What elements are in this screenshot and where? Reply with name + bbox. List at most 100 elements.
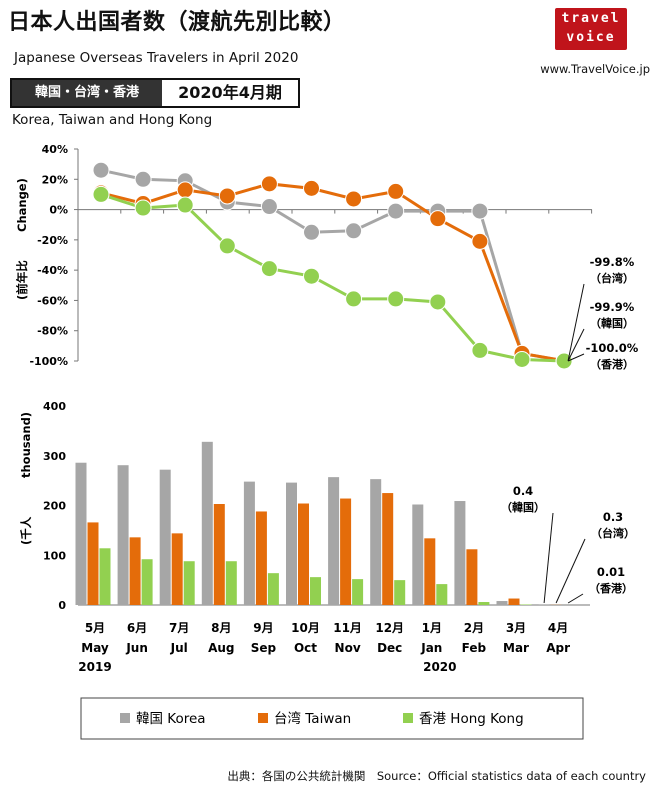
x-tick-label-jp: 12月 xyxy=(375,621,404,635)
bar-taiwan xyxy=(171,533,183,605)
data-point-taiwan xyxy=(471,232,489,250)
x-tick-label-jp: 4月 xyxy=(548,621,568,635)
annotation-label: （韓国） xyxy=(501,500,545,514)
bar-korea xyxy=(117,465,129,605)
data-point-taiwan xyxy=(345,190,363,208)
data-point-hongkong xyxy=(218,237,236,255)
y-tick-label: 0% xyxy=(49,204,68,217)
year-label: 2020 xyxy=(423,660,456,674)
x-tick-label-en: Jun xyxy=(125,641,148,655)
data-point-korea xyxy=(92,161,110,179)
page-subtitle: Japanese Overseas Travelers in April 202… xyxy=(14,50,299,66)
data-point-korea xyxy=(345,222,363,240)
x-tick-label-jp: 6月 xyxy=(127,621,147,635)
legend-label-hongkong: 香港 Hong Kong xyxy=(419,711,524,727)
annotation-label: （台湾） xyxy=(591,526,635,540)
annotation-label: （韓国） xyxy=(590,316,634,330)
bar-korea xyxy=(412,504,424,605)
data-point-hongkong xyxy=(513,350,531,368)
x-tick-label-en: Aug xyxy=(208,641,234,655)
x-tick-label-jp: 5月 xyxy=(85,621,105,635)
data-point-hongkong xyxy=(134,199,152,217)
y-tick-label: -20% xyxy=(37,234,68,247)
period-tag: 2020年4月期 xyxy=(178,83,282,102)
x-tick-label-jp: 11月 xyxy=(333,621,362,635)
x-tick-label-en: Mar xyxy=(503,641,529,655)
x-tick-label-jp: 3月 xyxy=(506,621,526,635)
data-point-hongkong xyxy=(92,185,110,203)
bar-hongkong xyxy=(183,561,195,605)
annotation-leader xyxy=(567,283,585,361)
bar-korea xyxy=(75,462,87,605)
year-label: 2019 xyxy=(78,660,111,674)
x-tick-label-jp: 7月 xyxy=(169,621,189,635)
bar-taiwan xyxy=(213,504,225,605)
x-tick-label-en: Nov xyxy=(335,641,361,655)
x-tick-label-en: Dec xyxy=(377,641,402,655)
data-point-taiwan xyxy=(429,210,447,228)
data-point-hongkong xyxy=(429,293,447,311)
x-tick-label-en: Sep xyxy=(251,641,277,655)
x-tick-label-jp: 9月 xyxy=(253,621,273,635)
y-axis-label-jp: (千人 xyxy=(19,516,33,545)
data-point-taiwan xyxy=(218,187,236,205)
travelers-bar-chart: 400 300 200 100 0 (千人 thousand) 5月 May 6月 Jun 7月 Ju… xyxy=(19,400,635,674)
bar-korea xyxy=(286,482,297,605)
bar-hongkong xyxy=(352,579,364,605)
bar-korea xyxy=(370,479,382,605)
annotation-leader xyxy=(555,538,586,604)
bar-taiwan xyxy=(298,503,309,605)
bar-taiwan xyxy=(424,538,436,605)
data-point-korea xyxy=(260,198,278,216)
bar-taiwan xyxy=(382,493,394,605)
bar-korea xyxy=(201,441,213,605)
data-point-korea xyxy=(387,202,405,220)
bar-hongkong xyxy=(394,580,406,605)
data-point-taiwan xyxy=(387,182,405,200)
y-tick-label: -80% xyxy=(37,325,68,338)
y-tick-label: 0 xyxy=(58,599,66,612)
legend-label-taiwan: 台湾 Taiwan xyxy=(274,710,351,727)
bar-hongkong xyxy=(478,602,490,605)
region-period-tag: 韓国・台湾・香港 2020年4月期 xyxy=(10,78,300,108)
bar-hongkong xyxy=(310,577,321,605)
y-tick-label: 40% xyxy=(42,143,68,156)
bar-taiwan xyxy=(466,549,478,605)
data-point-hongkong xyxy=(387,290,405,308)
annotation-label: （香港） xyxy=(589,581,633,595)
data-point-korea xyxy=(134,170,152,188)
annotation-value: -100.0% xyxy=(586,341,639,355)
bar-korea xyxy=(328,477,340,605)
series-line-taiwan xyxy=(100,182,565,363)
data-point-taiwan xyxy=(303,179,320,197)
y-tick-label: 20% xyxy=(42,173,68,186)
legend-swatch-taiwan xyxy=(258,713,268,723)
region-tag: 韓国・台湾・香港 xyxy=(12,80,162,106)
y-tick-label: 100 xyxy=(43,549,66,562)
y-tick-label: -40% xyxy=(37,264,68,277)
y-axis-label-jp: (前年比 xyxy=(15,260,29,300)
annotation-value: 0.01 xyxy=(597,565,625,579)
bar-hongkong xyxy=(267,573,279,605)
x-tick-label-en: May xyxy=(81,641,109,655)
data-point-taiwan xyxy=(260,175,278,193)
annotation-value: -99.8% xyxy=(590,255,635,269)
yoy-change-line-chart: 40% 20% 0% -20% -40% -60% -80% -100% (前年比 Change)… xyxy=(15,143,639,371)
bar-korea xyxy=(454,501,466,605)
annotation-value: 0.4 xyxy=(513,484,533,498)
bar-taiwan xyxy=(508,598,520,605)
chart-legend: 韓国 Korea 台湾 Taiwan 香港 Hong Kong xyxy=(80,697,584,740)
bar-taiwan xyxy=(87,522,99,605)
y-tick-label: 400 xyxy=(43,400,66,413)
logo-text-voice: voice xyxy=(566,30,616,45)
y-tick-label: -60% xyxy=(37,294,68,307)
countries-english-label: Korea, Taiwan and Hong Kong xyxy=(12,112,213,128)
series-line-korea xyxy=(100,168,565,363)
data-point-hongkong xyxy=(303,267,320,285)
data-point-korea xyxy=(303,223,320,241)
site-url: www.TravelVoice.jp xyxy=(540,62,650,76)
data-point-hongkong xyxy=(471,341,489,359)
x-tick-label-en: Feb xyxy=(462,641,487,655)
bar-korea xyxy=(159,469,171,605)
annotation-label: （台湾） xyxy=(590,271,634,285)
